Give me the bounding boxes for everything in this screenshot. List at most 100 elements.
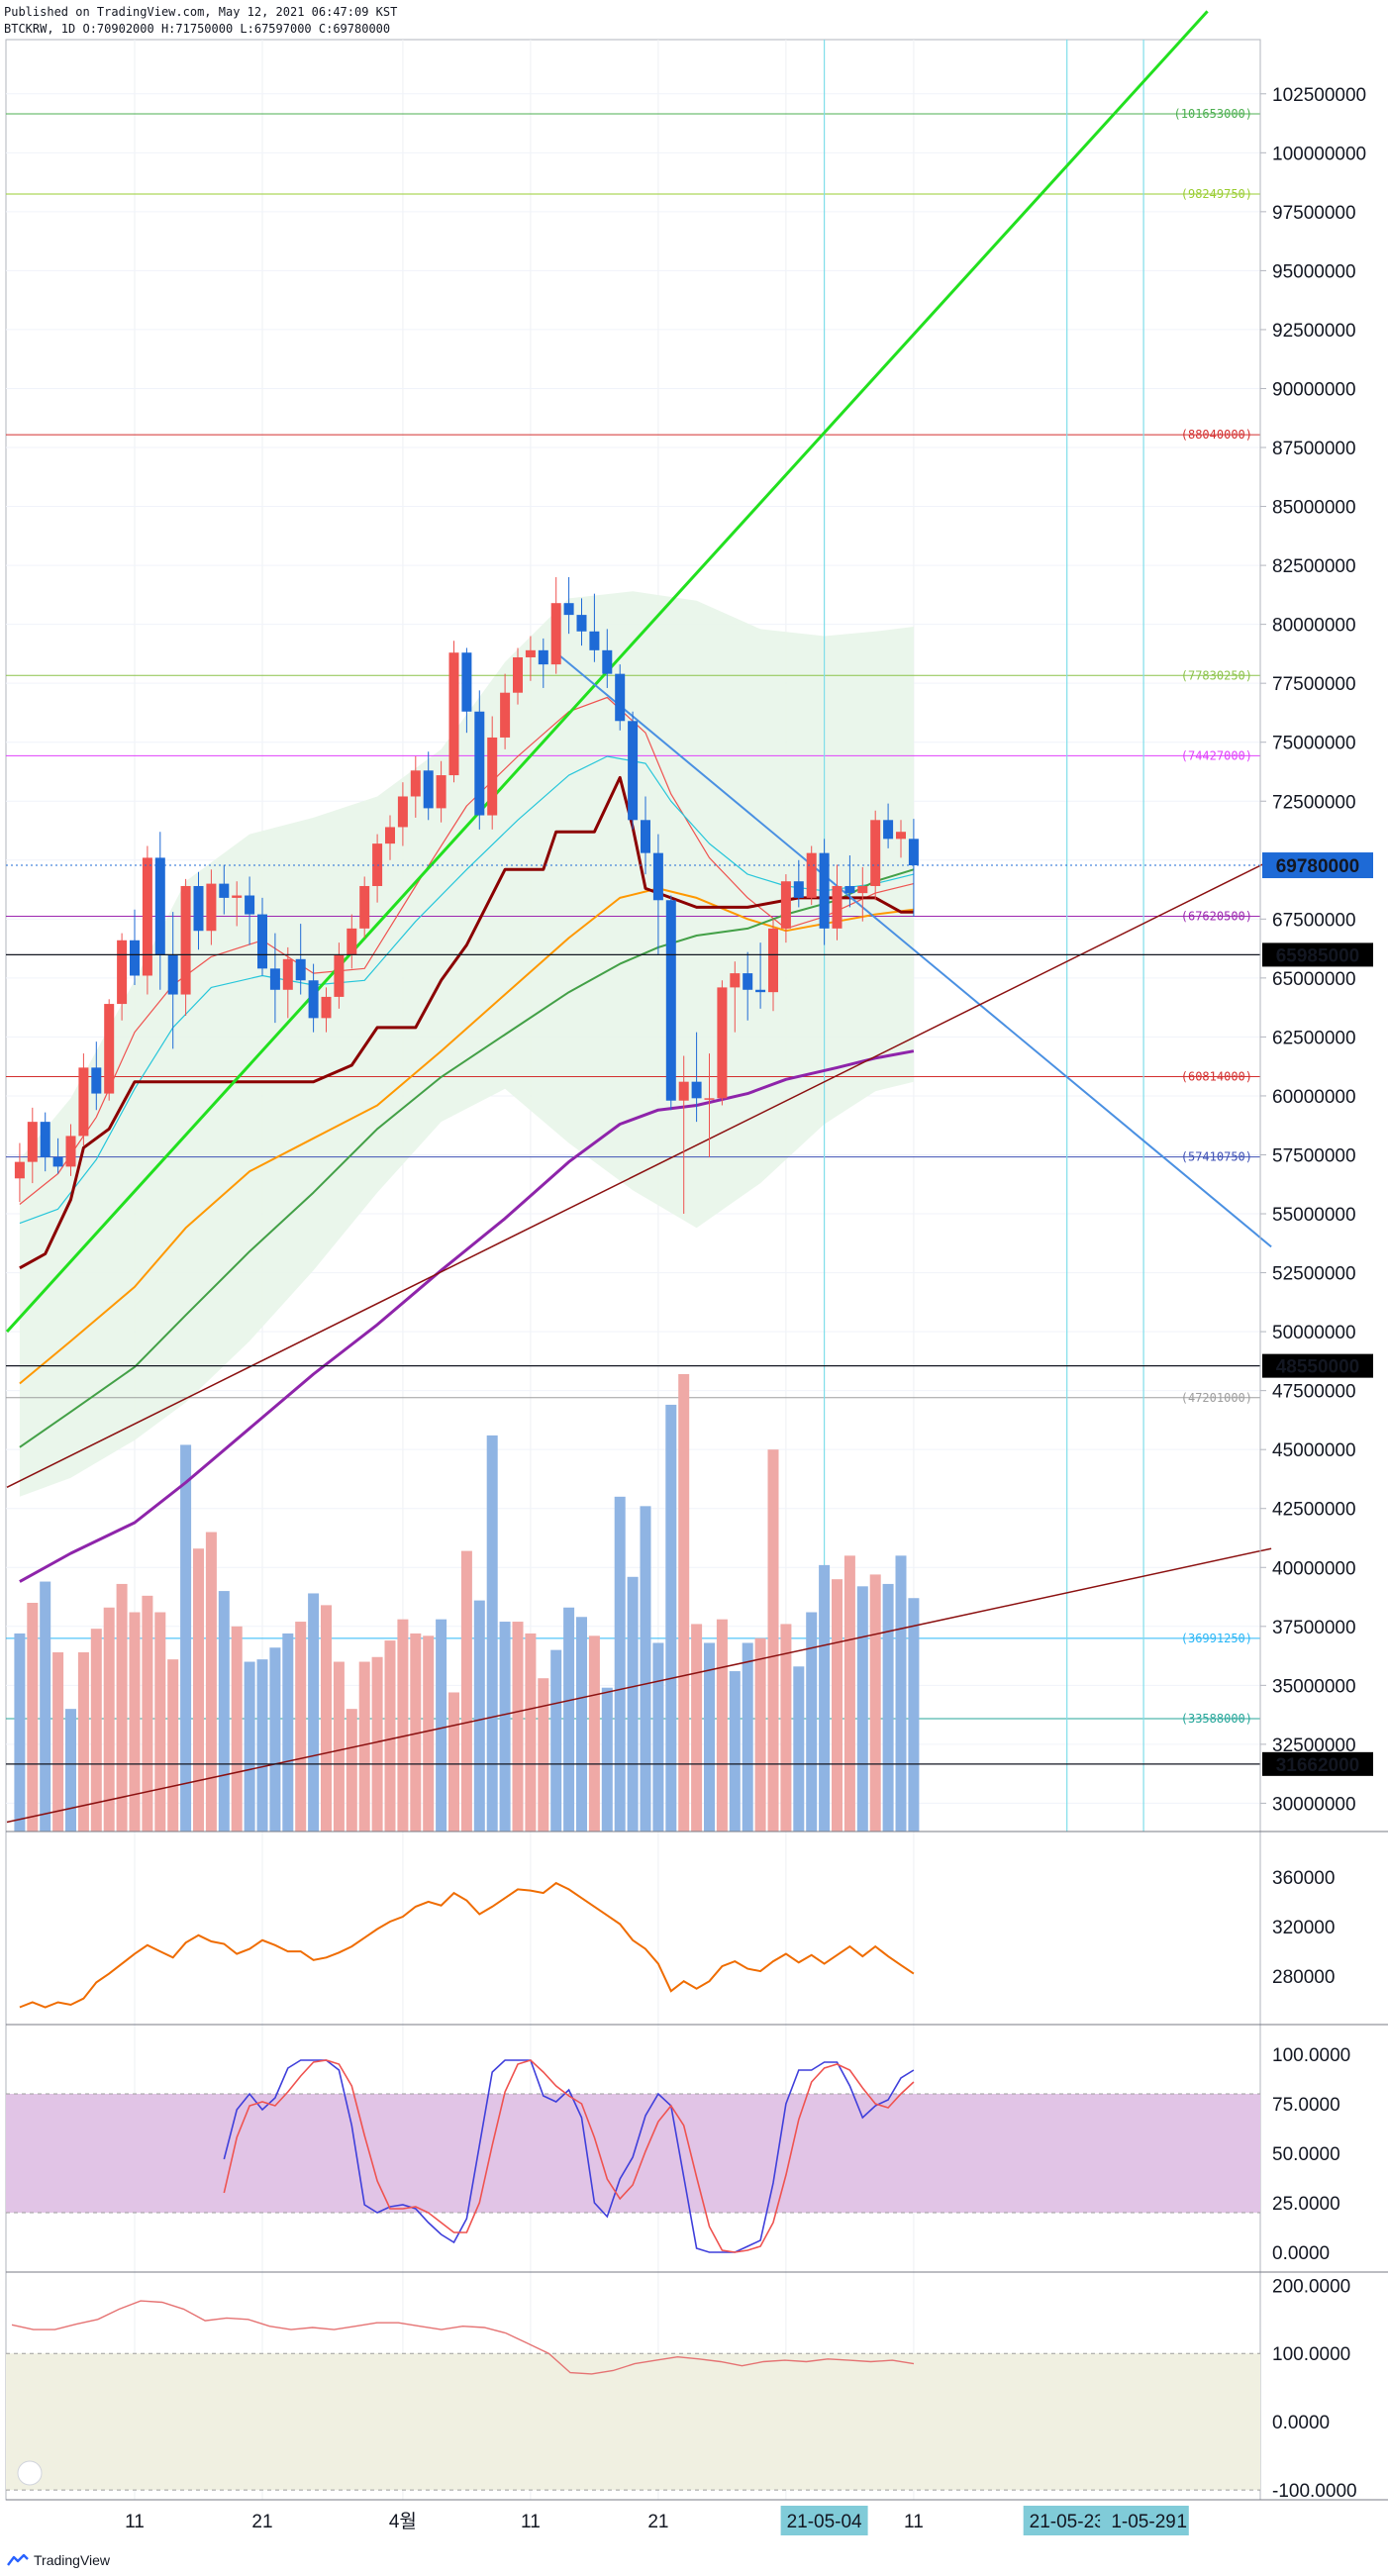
candle-body[interactable]: [206, 883, 217, 932]
candle-body[interactable]: [628, 721, 639, 821]
candle-body[interactable]: [295, 958, 306, 981]
candle-body[interactable]: [461, 652, 472, 712]
black-level-tag: [1262, 1751, 1373, 1776]
candle-body[interactable]: [780, 881, 791, 929]
price-axis-label: 100000000: [1272, 144, 1366, 164]
price-axis-label: 52500000: [1272, 1264, 1356, 1285]
candle-body[interactable]: [282, 958, 293, 990]
price-axis-label: 102500000: [1272, 85, 1366, 106]
price-axis-label: 57500000: [1272, 1145, 1356, 1166]
candle-body[interactable]: [857, 885, 868, 894]
level-label: (98249750): [1181, 187, 1252, 201]
price-axis-label: 30000000: [1272, 1794, 1356, 1815]
candle-body[interactable]: [347, 928, 357, 955]
candle-body[interactable]: [334, 954, 345, 997]
candle-body[interactable]: [678, 1081, 689, 1101]
candle-body[interactable]: [180, 885, 191, 995]
candle-body[interactable]: [91, 1067, 102, 1094]
candle-body[interactable]: [232, 895, 243, 898]
candle-body[interactable]: [448, 652, 459, 776]
candle-body[interactable]: [513, 656, 523, 693]
candle-body[interactable]: [730, 973, 741, 988]
candle-body[interactable]: [806, 852, 817, 898]
candle-body[interactable]: [410, 770, 421, 797]
candle-body[interactable]: [423, 770, 434, 809]
candle-body[interactable]: [500, 692, 511, 738]
candle-body[interactable]: [308, 980, 319, 1019]
candle-body[interactable]: [130, 940, 140, 976]
candle-body[interactable]: [844, 885, 855, 894]
candle-body[interactable]: [245, 895, 255, 915]
candle-body[interactable]: [436, 775, 446, 809]
candle-body[interactable]: [576, 615, 587, 632]
candle-body[interactable]: [40, 1122, 50, 1157]
candle-body[interactable]: [167, 954, 178, 995]
stochastic-line: [223, 2059, 915, 2253]
volume-bar: [77, 1652, 89, 1832]
candle-body[interactable]: [896, 832, 906, 840]
cci-axis-label: 0.0000: [1272, 2413, 1330, 2433]
candle-body[interactable]: [665, 900, 676, 1101]
candle-body[interactable]: [743, 973, 753, 990]
candle-body[interactable]: [257, 914, 267, 969]
volume-bar: [819, 1564, 831, 1832]
candle-body[interactable]: [641, 820, 650, 853]
candle-body[interactable]: [142, 857, 152, 976]
candle-body[interactable]: [615, 673, 626, 722]
candle-body[interactable]: [14, 1161, 25, 1179]
candle-body[interactable]: [78, 1067, 89, 1137]
candle-body[interactable]: [269, 968, 280, 990]
candle-body[interactable]: [819, 852, 830, 929]
candle-body[interactable]: [602, 649, 613, 674]
candle-body[interactable]: [589, 631, 600, 650]
candle-body[interactable]: [883, 820, 894, 840]
candle-body[interactable]: [652, 852, 663, 901]
candle-body[interactable]: [563, 603, 574, 616]
volume-bar: [448, 1692, 459, 1832]
candle-body[interactable]: [832, 885, 843, 929]
volume-bar: [550, 1649, 562, 1832]
candle-body[interactable]: [908, 839, 919, 866]
candle-body[interactable]: [870, 820, 881, 886]
candle-body[interactable]: [104, 1004, 115, 1094]
candle-body[interactable]: [154, 857, 165, 955]
candle-body[interactable]: [359, 885, 370, 929]
candle-body[interactable]: [385, 827, 395, 844]
volume-bar: [908, 1598, 920, 1832]
volume-bar: [410, 1633, 422, 1832]
volume-bar: [678, 1373, 690, 1832]
chart-watermark-icon[interactable]: [17, 2460, 43, 2486]
candle-body[interactable]: [65, 1136, 76, 1167]
candle-body[interactable]: [193, 885, 204, 932]
candle-body[interactable]: [397, 796, 408, 828]
footer-brand[interactable]: TradingView: [6, 2552, 110, 2568]
candle-body[interactable]: [27, 1122, 38, 1162]
volume-bar: [308, 1593, 320, 1832]
candle-body[interactable]: [793, 881, 804, 898]
trendline[interactable]: [555, 651, 1272, 1248]
candle-body[interactable]: [717, 987, 728, 1099]
volume-bar: [843, 1555, 855, 1832]
candle-body[interactable]: [550, 603, 561, 665]
candle-body[interactable]: [487, 737, 498, 816]
candle-body[interactable]: [525, 649, 536, 657]
candle-body[interactable]: [755, 989, 766, 993]
volume-bar: [218, 1591, 230, 1832]
candle-body[interactable]: [52, 1156, 63, 1167]
candle-body[interactable]: [474, 711, 485, 816]
price-axis-label: 47500000: [1272, 1382, 1356, 1403]
trendline[interactable]: [6, 1547, 1272, 1824]
candle-body[interactable]: [768, 928, 778, 993]
candle-body[interactable]: [117, 940, 128, 1005]
trendline[interactable]: [6, 859, 1272, 1488]
candle-body[interactable]: [538, 649, 548, 665]
candle-body[interactable]: [321, 996, 332, 1019]
candle-body[interactable]: [691, 1081, 702, 1099]
time-axis-label: 4월: [389, 2511, 417, 2532]
volume-bar: [269, 1647, 281, 1832]
black-level-tag-label: 48550000: [1276, 1357, 1360, 1378]
volume-bar: [563, 1607, 575, 1832]
candle-body[interactable]: [219, 883, 230, 898]
candle-body[interactable]: [704, 1098, 715, 1100]
